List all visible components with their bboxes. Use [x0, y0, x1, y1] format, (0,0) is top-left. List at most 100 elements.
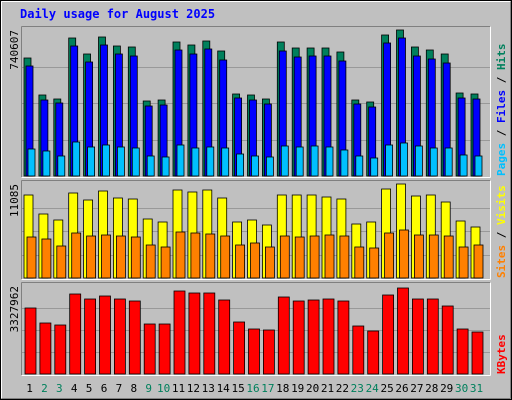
day-label-6: 6 [101, 382, 108, 395]
bar-sites-day-15 [235, 244, 246, 279]
bar-kbytes-day-5 [84, 298, 96, 375]
bar-pages-day-26 [400, 142, 408, 177]
day-label-1: 1 [26, 382, 33, 395]
chart-title: Daily usage for August 2025 [20, 7, 215, 21]
bar-sites-day-5 [86, 235, 96, 279]
bar-kbytes-day-11 [173, 290, 186, 375]
bar-pages-day-22 [340, 149, 349, 177]
bar-pages-day-24 [370, 157, 379, 177]
bar-pages-day-21 [325, 146, 334, 177]
y-max-label: 3327962 [8, 286, 21, 332]
bar-kbytes-day-29 [441, 305, 454, 375]
bar-sites-day-10 [160, 246, 171, 279]
bar-kbytes-day-12 [188, 292, 201, 375]
day-label-11: 11 [172, 382, 185, 395]
bar-pages-day-19 [295, 146, 304, 177]
legend-item-visits: Visits [495, 185, 508, 225]
bar-kbytes-day-25 [382, 294, 395, 375]
day-label-24: 24 [366, 382, 380, 395]
bar-kbytes-day-2 [39, 322, 52, 375]
bar-kbytes-day-15 [233, 321, 246, 375]
day-label-29: 29 [440, 382, 453, 395]
bar-sites-day-6 [101, 234, 111, 279]
bar-pages-day-9 [146, 155, 155, 177]
y-max-label: 11085 [8, 184, 21, 217]
bar-pages-day-6 [102, 144, 110, 177]
panel-hits-files-pages: 740607 Pages / Files / Hits [8, 26, 508, 178]
chart-panels: 740607 Pages / Files / Hits 11085 Sites / V… [8, 26, 508, 376]
bar-sites-day-29 [443, 235, 454, 279]
bar-sites-day-26 [399, 229, 409, 279]
bar-sites-day-22 [339, 235, 350, 279]
bar-pages-day-27 [414, 145, 423, 177]
bar-kbytes-day-8 [128, 300, 141, 375]
day-label-22: 22 [336, 382, 349, 395]
day-label-12: 12 [187, 382, 200, 395]
day-label-18: 18 [276, 382, 289, 395]
bar-kbytes-day-23 [352, 325, 365, 375]
bar-pages-day-8 [131, 147, 140, 177]
bar-pages-day-30 [459, 154, 468, 177]
panel-visits-sites: 11085 Sites / Visits [8, 180, 508, 280]
legend: Pages / Files / Hits [495, 44, 508, 177]
bar-kbytes-day-22 [337, 300, 350, 375]
day-label-26: 26 [395, 382, 408, 395]
bar-pages-day-23 [355, 155, 364, 177]
day-label-17: 17 [261, 382, 274, 395]
bar-sites-day-27 [413, 234, 424, 279]
day-label-21: 21 [321, 382, 334, 395]
day-label-15: 15 [231, 382, 244, 395]
bar-pages-day-16 [251, 155, 259, 177]
bar-sites-day-23 [354, 246, 365, 279]
bar-sites-day-8 [130, 236, 141, 279]
day-label-30: 30 [455, 382, 468, 395]
bar-sites-day-18 [279, 235, 290, 279]
bar-pages-day-5 [87, 146, 95, 177]
bar-pages-day-7 [117, 146, 125, 177]
legend-item-kbytes: KBytes [495, 334, 508, 374]
day-label-4: 4 [71, 382, 78, 395]
bar-kbytes-day-3 [54, 324, 67, 375]
bar-pages-day-29 [444, 147, 453, 177]
bar-kbytes-day-27 [411, 298, 424, 375]
day-label-19: 19 [291, 382, 304, 395]
bar-pages-day-15 [236, 153, 245, 177]
bar-kbytes-day-9 [143, 323, 156, 375]
day-label-16: 16 [246, 382, 259, 395]
bar-kbytes-day-26 [397, 287, 409, 375]
legend: Sites / Visits [495, 185, 508, 278]
bar-sites-day-13 [205, 233, 216, 279]
bar-sites-day-19 [294, 236, 305, 279]
day-label-3: 3 [56, 382, 63, 395]
x-axis-day-labels: 1 2 3 4 5 6 7 8 9 10 11 12 13 14 15 16 17 18 19 20 21 22 23 24 2… [26, 382, 483, 395]
bar-sites-day-17 [264, 246, 275, 279]
bar-pages-day-18 [280, 145, 289, 177]
bar-pages-day-11 [176, 144, 185, 177]
bar-kbytes-day-20 [307, 299, 320, 375]
bar-kbytes-day-31 [471, 331, 484, 375]
legend-item-hits: Hits [495, 44, 508, 71]
bar-pages-day-10 [161, 156, 170, 177]
bar-pages-day-14 [221, 147, 230, 177]
bar-pages-day-4 [72, 141, 81, 177]
bar-kbytes-day-24 [367, 330, 380, 375]
legend-separator: / [495, 225, 508, 245]
bar-kbytes-day-6 [99, 295, 111, 375]
day-label-2: 2 [41, 382, 48, 395]
bar-kbytes-day-1 [24, 307, 37, 375]
legend-separator: / [495, 70, 508, 90]
bar-pages-day-25 [385, 144, 394, 177]
bar-sites-day-30 [458, 246, 469, 279]
bar-sites-day-2 [41, 238, 52, 279]
bar-sites-day-24 [369, 247, 380, 279]
bar-kbytes-day-16 [248, 328, 260, 375]
day-label-5: 5 [86, 382, 93, 395]
bar-sites-day-12 [190, 232, 201, 279]
bar-sites-day-20 [309, 235, 320, 279]
bar-kbytes-day-10 [158, 323, 171, 375]
bar-sites-day-16 [250, 242, 260, 279]
legend-separator: / [495, 123, 508, 143]
bar-pages-day-12 [191, 147, 200, 177]
legend-item-pages: Pages [495, 143, 508, 176]
